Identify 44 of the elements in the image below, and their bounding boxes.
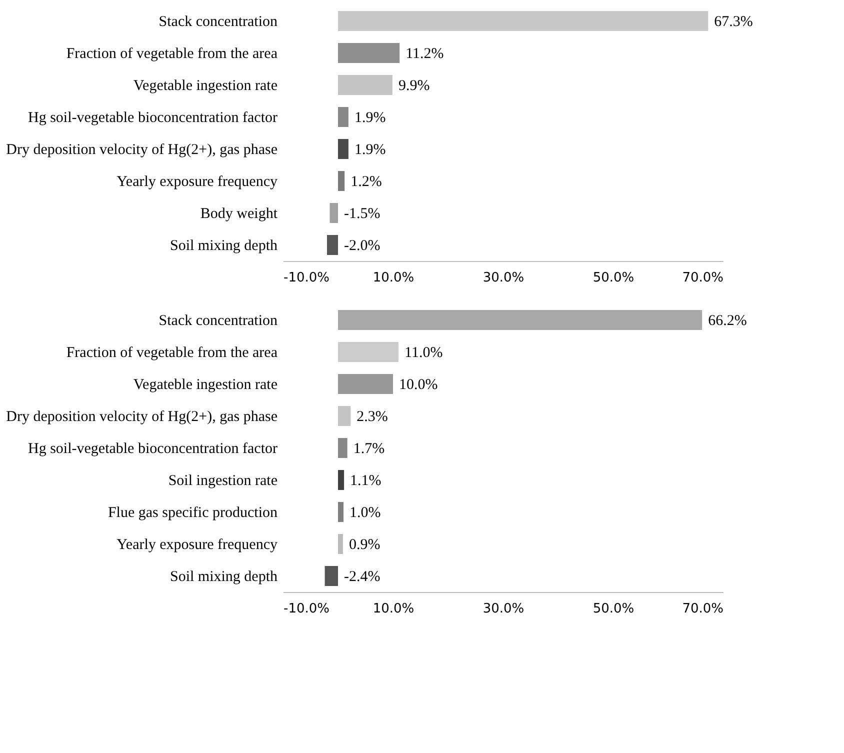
y-tick-label: Stack concentration xyxy=(158,313,278,329)
y-tick-label: Yearly exposure frequency xyxy=(116,174,278,190)
data-label: 1.7% xyxy=(353,441,385,457)
data-label: 2.3% xyxy=(356,409,388,425)
y-tick-label: Fraction of vegetable from the area xyxy=(66,46,278,62)
x-tick-label: 70.0% xyxy=(682,602,724,616)
x-tick-label: -10.0% xyxy=(284,602,330,616)
x-tick-label: 70.0% xyxy=(682,270,724,286)
x-tick-label: 50.0% xyxy=(592,270,634,286)
data-label: 1.2% xyxy=(350,174,382,190)
y-tick-label: Yearly exposure frequency xyxy=(116,537,278,553)
y-tick-label: Flue gas specific production xyxy=(108,505,278,521)
x-tick-label: 30.0% xyxy=(482,602,524,616)
data-label: 1.0% xyxy=(350,505,381,521)
data-label: 1.9% xyxy=(354,110,386,126)
data-label: -1.5% xyxy=(344,206,380,222)
data-label: 0.9% xyxy=(348,537,380,553)
y-tick-label: Dry deposition velocity of Hg(2+), gas phase xyxy=(6,142,278,158)
data-label: 11.0% xyxy=(404,345,443,361)
data-label: 67.3% xyxy=(714,14,753,30)
data-label: 10.0% xyxy=(399,377,438,393)
y-tick-label: Body weight xyxy=(200,206,278,222)
y-tick-label: Vegetable ingestion rate xyxy=(133,78,278,94)
y-tick-label: Fraction of vegetable from the area xyxy=(66,345,278,361)
x-tick-label: 30.0% xyxy=(482,270,524,286)
data-label: -2.0% xyxy=(344,238,380,254)
data-label: 1.1% xyxy=(350,473,382,489)
y-tick-label: Soil mixing depth xyxy=(170,569,278,585)
data-label: -2.4% xyxy=(344,569,380,585)
y-tick-label: Hg soil-vegetable bioconcentration factor xyxy=(28,110,278,126)
y-tick-label: Hg soil-vegetable bioconcentration factor xyxy=(28,441,278,457)
x-tick-label: 10.0% xyxy=(372,270,414,286)
y-tick-label: Vegateble ingestion rate xyxy=(133,377,278,393)
y-tick-label: Stack concentration xyxy=(158,14,278,30)
data-label: 9.9% xyxy=(398,78,430,94)
x-tick-label: 10.0% xyxy=(372,602,414,616)
y-tick-label: Dry deposition velocity of Hg(2+), gas phase xyxy=(6,409,278,425)
data-label: 11.2% xyxy=(406,46,444,62)
data-label: 1.9% xyxy=(354,142,386,158)
x-tick-label: 50.0% xyxy=(592,602,634,616)
y-tick-label: Soil mixing depth xyxy=(170,238,278,254)
x-tick-label: -10.0% xyxy=(284,270,330,286)
y-tick-label: Soil ingestion rate xyxy=(168,473,278,489)
data-label: 66.2% xyxy=(708,313,747,329)
